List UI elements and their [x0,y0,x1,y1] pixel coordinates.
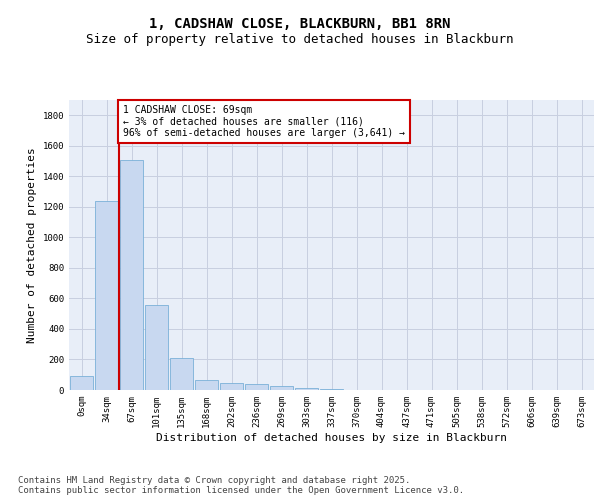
Bar [145,304,168,390]
Bar [70,376,93,390]
Text: Contains HM Land Registry data © Crown copyright and database right 2025.
Contai: Contains HM Land Registry data © Crown c… [18,476,464,495]
Bar [295,388,318,390]
Bar [220,382,243,390]
Bar [170,358,193,390]
Bar [270,386,293,390]
Text: 1, CADSHAW CLOSE, BLACKBURN, BB1 8RN: 1, CADSHAW CLOSE, BLACKBURN, BB1 8RN [149,18,451,32]
Text: Size of property relative to detached houses in Blackburn: Size of property relative to detached ho… [86,32,514,46]
Bar [245,384,268,390]
Bar [95,200,118,390]
Y-axis label: Number of detached properties: Number of detached properties [27,147,37,343]
Bar [320,389,343,390]
Bar [120,160,143,390]
X-axis label: Distribution of detached houses by size in Blackburn: Distribution of detached houses by size … [156,432,507,442]
Bar [195,380,218,390]
Text: 1 CADSHAW CLOSE: 69sqm
← 3% of detached houses are smaller (116)
96% of semi-det: 1 CADSHAW CLOSE: 69sqm ← 3% of detached … [123,104,405,138]
